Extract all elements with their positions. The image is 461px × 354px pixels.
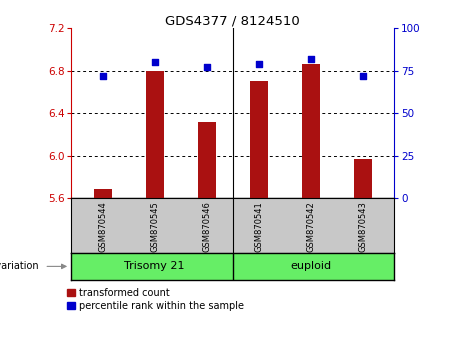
Bar	[94, 189, 112, 198]
Text: GSM870541: GSM870541	[254, 201, 263, 252]
Bar	[146, 71, 164, 198]
Point	[255, 61, 262, 67]
Text: GSM870546: GSM870546	[202, 201, 211, 252]
Text: GSM870543: GSM870543	[358, 201, 367, 252]
Text: Trisomy 21: Trisomy 21	[124, 261, 185, 272]
Text: genotype/variation: genotype/variation	[0, 261, 39, 272]
Text: GSM870544: GSM870544	[98, 201, 107, 252]
Text: GSM870542: GSM870542	[307, 201, 315, 252]
Point	[99, 73, 106, 79]
Bar	[302, 64, 320, 198]
Bar	[250, 81, 268, 198]
Point	[203, 64, 211, 70]
Point	[151, 59, 159, 65]
Text: euploid: euploid	[290, 261, 331, 272]
Bar	[354, 159, 372, 198]
Point	[307, 56, 314, 62]
Bar	[198, 122, 216, 198]
Text: GSM870545: GSM870545	[150, 201, 159, 252]
Title: GDS4377 / 8124510: GDS4377 / 8124510	[165, 14, 300, 27]
Legend: transformed count, percentile rank within the sample: transformed count, percentile rank withi…	[67, 288, 244, 311]
Point	[359, 73, 366, 79]
